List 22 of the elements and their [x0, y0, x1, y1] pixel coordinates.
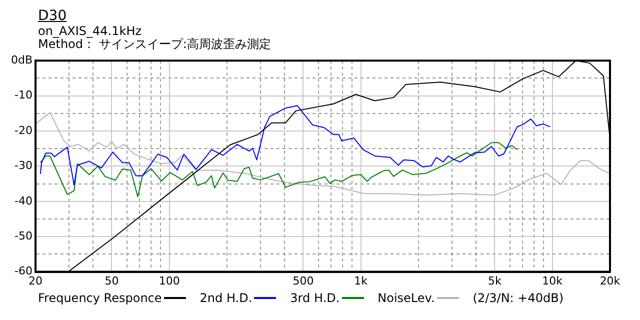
y-tick-label: -20: [14, 124, 33, 137]
y-tick-label: -40: [14, 194, 33, 208]
x-tick-label: 20: [28, 274, 43, 288]
y-tick-label: 0dB: [10, 53, 33, 66]
chart-subtitle: on_AXIS_44.1kHz: [38, 24, 143, 38]
legend-label: NoiseLev.: [378, 291, 435, 305]
x-tick-label: 500: [292, 274, 314, 288]
legend-label: 2nd H.D.: [200, 291, 252, 305]
text: (2/3/N: +40dB): [472, 291, 564, 305]
legend-label: Frequency Responce: [38, 291, 162, 305]
y-tick-label: -10: [14, 88, 33, 102]
x-tick-label: 50: [104, 274, 119, 288]
text: Method： サインスイープ:高周波歪み測定: [38, 37, 272, 51]
legend-label: 3rd H.D.: [290, 291, 340, 305]
y-tick-label: -30: [14, 159, 33, 172]
x-tick-label: 100: [158, 274, 180, 288]
x-tick-label: 20k: [600, 274, 621, 288]
x-tick-label: 5k: [488, 274, 502, 288]
x-tick-label: 1k: [354, 274, 368, 288]
y-tick-label: -50: [14, 229, 33, 242]
chart-title: D30: [38, 8, 68, 25]
x-tick-label: 10k: [542, 274, 564, 288]
